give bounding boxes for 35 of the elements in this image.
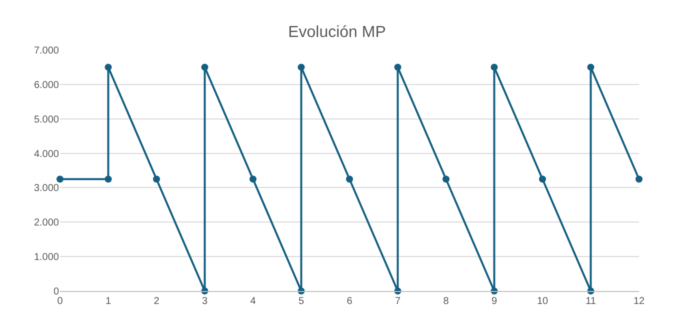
point xyxy=(346,176,353,183)
y-tick-label: 4.000 xyxy=(34,148,60,160)
x-tick-label: 6 xyxy=(346,296,353,307)
y-tick-label: 0 xyxy=(53,286,60,298)
y-tick-label: 6.000 xyxy=(34,80,60,91)
x-tick-label: 11 xyxy=(586,296,596,307)
point xyxy=(104,64,112,71)
point xyxy=(104,176,112,183)
point xyxy=(636,176,642,183)
x-tick-label: 5 xyxy=(298,296,304,307)
point xyxy=(442,176,450,183)
point xyxy=(201,64,208,71)
point xyxy=(56,176,64,183)
x-tick-label: 4 xyxy=(250,296,256,307)
point xyxy=(250,176,256,183)
point xyxy=(539,176,546,183)
x-tick-label: 12 xyxy=(633,296,645,307)
x-tick-label: 10 xyxy=(536,296,548,307)
point xyxy=(298,64,305,71)
point xyxy=(490,64,498,71)
y-tick-label: 2.000 xyxy=(34,218,60,229)
x-tick-label: 7 xyxy=(394,296,401,307)
x-tick-label: 1 xyxy=(105,296,112,307)
point xyxy=(153,176,160,183)
y-tick-label: 3.000 xyxy=(34,183,60,194)
point xyxy=(394,64,402,71)
point xyxy=(587,64,594,71)
x-tick-label: 9 xyxy=(491,296,498,307)
x-tick-label: 8 xyxy=(443,296,450,307)
x-tick-label: 2 xyxy=(154,296,160,307)
y-tick-label: 1.000 xyxy=(34,252,60,264)
chart-title: Evolución MP xyxy=(288,24,386,41)
y-tick-label: 5.000 xyxy=(34,114,60,126)
y-tick-label: 7.000 xyxy=(34,46,60,56)
x-tick-label: 3 xyxy=(202,296,208,307)
